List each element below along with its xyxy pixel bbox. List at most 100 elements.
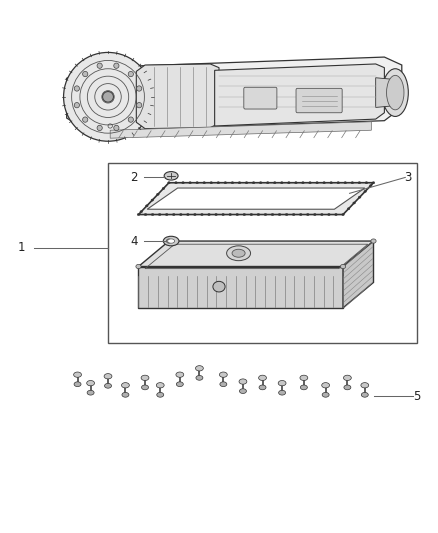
Ellipse shape xyxy=(114,125,119,131)
Ellipse shape xyxy=(87,381,95,386)
Ellipse shape xyxy=(189,182,191,184)
Text: 3: 3 xyxy=(405,171,412,184)
FancyBboxPatch shape xyxy=(244,87,277,109)
Ellipse shape xyxy=(87,390,94,395)
Ellipse shape xyxy=(342,214,344,216)
Ellipse shape xyxy=(358,182,361,184)
Polygon shape xyxy=(110,122,371,138)
Ellipse shape xyxy=(307,214,309,216)
Ellipse shape xyxy=(195,366,203,371)
Ellipse shape xyxy=(259,182,262,184)
Ellipse shape xyxy=(369,184,372,187)
Ellipse shape xyxy=(322,392,329,397)
Ellipse shape xyxy=(213,281,225,292)
Ellipse shape xyxy=(156,193,159,196)
Ellipse shape xyxy=(145,205,148,207)
Ellipse shape xyxy=(168,182,170,184)
Ellipse shape xyxy=(128,117,134,122)
Ellipse shape xyxy=(166,214,168,216)
Ellipse shape xyxy=(335,214,337,216)
Ellipse shape xyxy=(151,199,154,201)
Ellipse shape xyxy=(372,182,375,184)
Ellipse shape xyxy=(278,214,281,216)
Ellipse shape xyxy=(141,375,149,381)
Ellipse shape xyxy=(166,239,172,243)
Polygon shape xyxy=(138,183,374,215)
Ellipse shape xyxy=(164,172,178,180)
Text: 5: 5 xyxy=(413,390,421,403)
Ellipse shape xyxy=(364,190,367,192)
Ellipse shape xyxy=(337,182,339,184)
Text: 4: 4 xyxy=(131,235,138,247)
Ellipse shape xyxy=(302,182,304,184)
Ellipse shape xyxy=(300,375,308,381)
Ellipse shape xyxy=(353,202,355,204)
Ellipse shape xyxy=(83,71,88,77)
Ellipse shape xyxy=(278,381,286,386)
Ellipse shape xyxy=(361,392,368,397)
Ellipse shape xyxy=(180,214,182,216)
Ellipse shape xyxy=(322,383,329,388)
Ellipse shape xyxy=(104,374,112,379)
Ellipse shape xyxy=(162,188,165,190)
Ellipse shape xyxy=(273,182,276,184)
Ellipse shape xyxy=(316,182,318,184)
Polygon shape xyxy=(215,64,385,126)
Ellipse shape xyxy=(220,382,227,386)
Ellipse shape xyxy=(83,117,88,122)
Polygon shape xyxy=(67,57,402,131)
Ellipse shape xyxy=(300,214,302,216)
Text: 2: 2 xyxy=(131,171,138,184)
Ellipse shape xyxy=(157,392,164,397)
Ellipse shape xyxy=(137,214,140,216)
Ellipse shape xyxy=(128,71,134,77)
Ellipse shape xyxy=(252,182,255,184)
Ellipse shape xyxy=(371,239,376,243)
Ellipse shape xyxy=(340,264,346,269)
Polygon shape xyxy=(147,188,365,209)
Ellipse shape xyxy=(137,86,142,91)
Ellipse shape xyxy=(219,372,227,377)
Ellipse shape xyxy=(309,182,311,184)
Ellipse shape xyxy=(343,375,351,381)
Ellipse shape xyxy=(271,214,274,216)
Ellipse shape xyxy=(141,385,148,390)
Ellipse shape xyxy=(144,214,147,216)
Ellipse shape xyxy=(102,92,113,102)
Polygon shape xyxy=(138,241,374,266)
Ellipse shape xyxy=(217,182,219,184)
Bar xyxy=(108,163,417,343)
Ellipse shape xyxy=(182,182,184,184)
FancyBboxPatch shape xyxy=(296,88,342,113)
Ellipse shape xyxy=(177,382,184,386)
Ellipse shape xyxy=(279,390,286,395)
Polygon shape xyxy=(376,78,393,108)
Ellipse shape xyxy=(140,211,142,213)
Polygon shape xyxy=(343,241,374,308)
Ellipse shape xyxy=(136,264,141,269)
Polygon shape xyxy=(138,266,343,308)
Ellipse shape xyxy=(159,214,161,216)
Ellipse shape xyxy=(232,249,245,257)
Ellipse shape xyxy=(196,375,203,380)
Ellipse shape xyxy=(194,214,196,216)
Ellipse shape xyxy=(240,389,247,393)
Ellipse shape xyxy=(292,214,295,216)
Ellipse shape xyxy=(245,182,248,184)
Ellipse shape xyxy=(330,182,332,184)
Ellipse shape xyxy=(280,182,283,184)
Polygon shape xyxy=(136,64,219,128)
Ellipse shape xyxy=(114,63,119,68)
Ellipse shape xyxy=(259,385,266,390)
Ellipse shape xyxy=(208,214,210,216)
Ellipse shape xyxy=(231,182,234,184)
Ellipse shape xyxy=(201,214,203,216)
Ellipse shape xyxy=(74,102,79,108)
Ellipse shape xyxy=(300,385,307,390)
Ellipse shape xyxy=(257,214,260,216)
Ellipse shape xyxy=(224,182,227,184)
Ellipse shape xyxy=(215,214,217,216)
Ellipse shape xyxy=(243,214,246,216)
Ellipse shape xyxy=(163,236,179,246)
Ellipse shape xyxy=(203,182,205,184)
